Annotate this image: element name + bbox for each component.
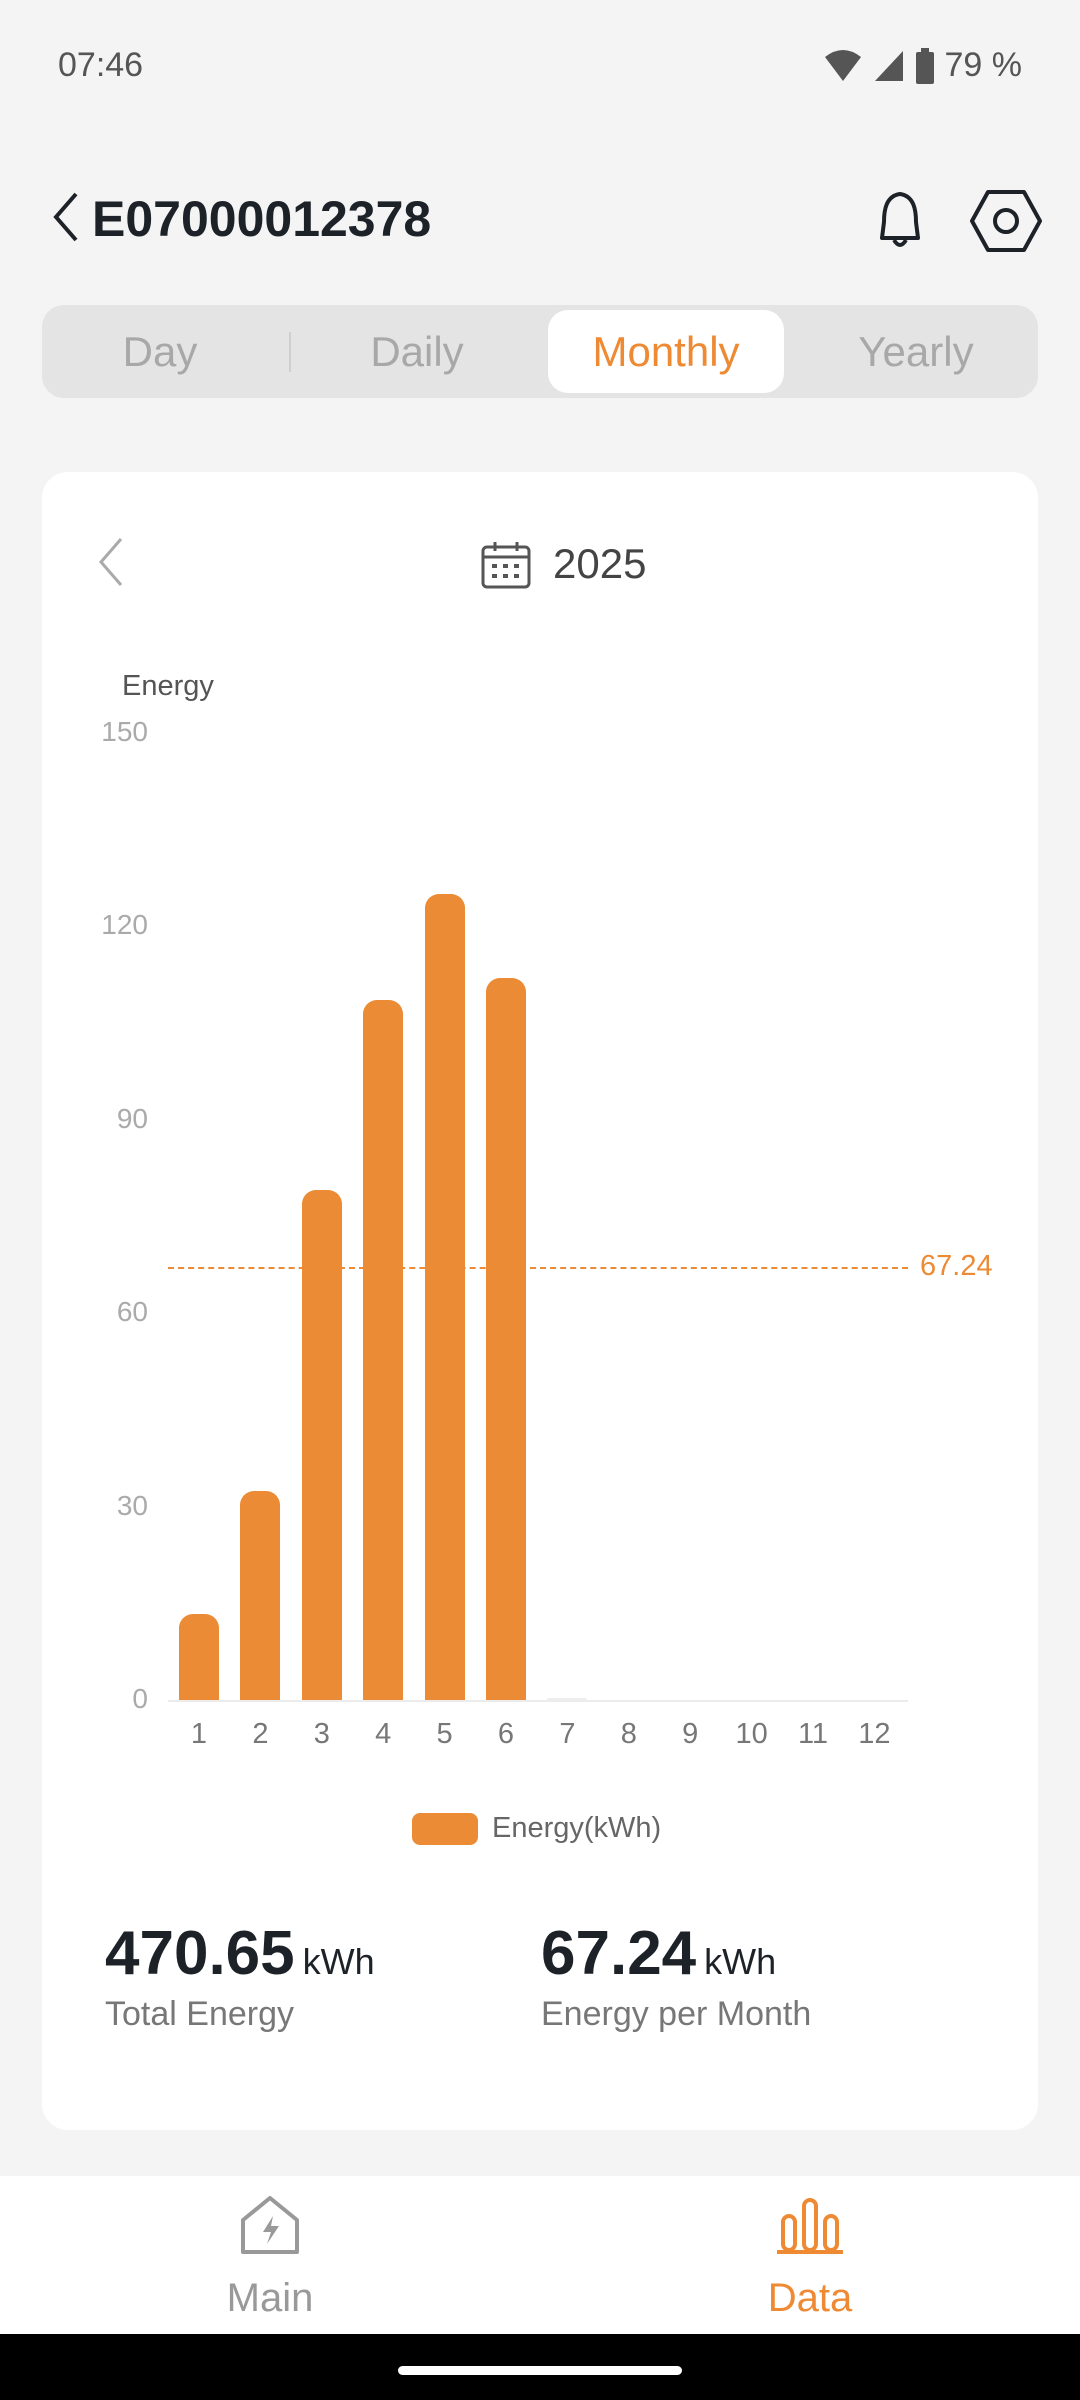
- bell-icon[interactable]: [868, 188, 932, 254]
- nav-main-label: Main: [226, 2276, 314, 2320]
- avg-energy-value: 67.24: [541, 1919, 697, 1988]
- status-time: 07:46: [58, 46, 144, 84]
- total-energy-stat: 470.65 kWh Total Energy: [105, 1918, 375, 2034]
- home-energy-icon: [241, 2196, 299, 2254]
- nav-data-label: Data: [767, 2276, 853, 2320]
- battery-percent: 79 %: [944, 46, 1023, 84]
- x-tick-label: 11: [797, 1718, 829, 1750]
- average-line-label: 67.24: [920, 1249, 993, 1282]
- x-tick-label: 9: [682, 1718, 699, 1750]
- bar-month-5[interactable]: [424, 894, 465, 1700]
- bar-month-3[interactable]: [301, 1190, 342, 1700]
- x-tick-label: 5: [436, 1718, 453, 1750]
- legend-label: Energy(kWh): [492, 1812, 662, 1844]
- y-tick-label: 120: [101, 909, 148, 941]
- avg-energy-unit: kWh: [704, 1941, 777, 1982]
- y-tick-label: 90: [116, 1102, 148, 1134]
- y-tick-label: 150: [101, 716, 148, 747]
- home-gesture-handle[interactable]: [398, 2366, 682, 2375]
- x-tick-label: 6: [497, 1718, 515, 1750]
- energy-card: [42, 472, 1038, 2130]
- y-tick-label: 60: [116, 1296, 148, 1328]
- y-tick-label: 0: [132, 1683, 148, 1714]
- x-tick-label: 1: [190, 1718, 208, 1750]
- average-line: [168, 1266, 908, 1269]
- x-tick-label: 10: [735, 1718, 768, 1750]
- bar-month-4[interactable]: [363, 999, 404, 1700]
- legend-swatch: [412, 1812, 478, 1845]
- tab-daily[interactable]: Daily: [370, 328, 464, 375]
- battery-icon: [915, 47, 934, 84]
- wifi-icon: [824, 49, 861, 81]
- bar-month-6[interactable]: [486, 977, 526, 1700]
- selected-year[interactable]: 2025: [553, 540, 647, 587]
- back-icon[interactable]: [48, 190, 82, 244]
- total-energy-unit: kWh: [302, 1941, 375, 1982]
- y-tick-label: 30: [116, 1489, 148, 1521]
- bottom-nav: Main Data: [0, 2176, 1080, 2334]
- x-tick-label: 3: [313, 1718, 330, 1750]
- tab-monthly[interactable]: Monthly: [548, 310, 784, 393]
- bar-chart-icon: [777, 2198, 843, 2254]
- tab-divider: [289, 332, 291, 372]
- nav-data[interactable]: Data: [540, 2176, 1080, 2334]
- signal-icon: [874, 50, 903, 81]
- y-axis-label: Energy: [122, 670, 214, 702]
- settings-icon[interactable]: [970, 188, 1042, 254]
- x-axis-line: [168, 1700, 908, 1702]
- x-tick-label: 12: [858, 1718, 891, 1750]
- bar-month-2[interactable]: [240, 1491, 281, 1700]
- status-icons: 79 %: [823, 46, 1023, 85]
- chart-legend: Energy(kWh): [412, 1812, 661, 1845]
- total-energy-label: Total Energy: [105, 1995, 294, 2033]
- energy-per-month-stat: 67.24 kWh Energy per Month: [541, 1918, 811, 2034]
- bar-month-1[interactable]: [179, 1614, 219, 1700]
- total-energy-value: 470.65: [105, 1919, 295, 1988]
- bar-month-7[interactable]: [547, 1698, 588, 1700]
- x-tick-label: 7: [559, 1718, 576, 1750]
- previous-year-icon[interactable]: [95, 535, 125, 589]
- x-tick-label: 4: [375, 1718, 392, 1750]
- period-tabs: Day Daily Monthly Yearly: [42, 305, 1038, 398]
- x-tick-label: 2: [252, 1718, 269, 1750]
- avg-energy-label: Energy per Month: [541, 1995, 812, 2033]
- nav-main[interactable]: Main: [0, 2176, 540, 2334]
- device-title: E07000012378: [92, 191, 432, 247]
- x-tick-label: 8: [620, 1718, 637, 1750]
- tab-yearly[interactable]: Yearly: [858, 328, 974, 375]
- tab-day[interactable]: Day: [122, 328, 198, 375]
- calendar-icon[interactable]: [480, 540, 532, 590]
